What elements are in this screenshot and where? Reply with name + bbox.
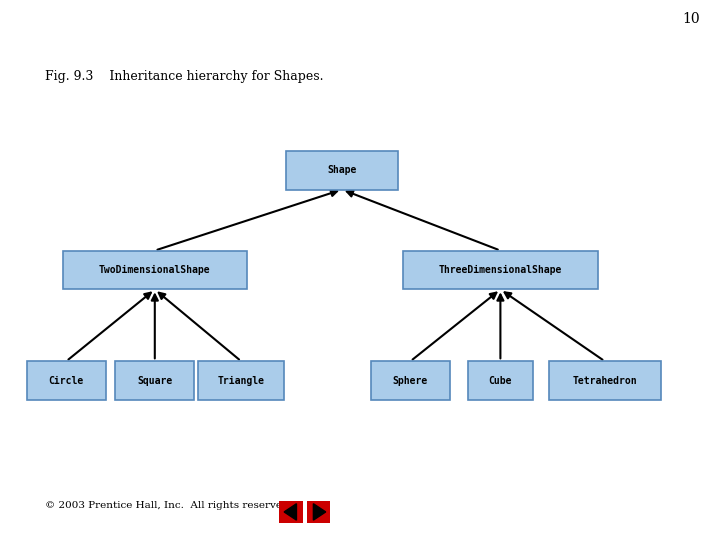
Text: Fig. 9.3    Inheritance hierarchy for Shapes.: Fig. 9.3 Inheritance hierarchy for Shape… [45, 70, 323, 83]
FancyBboxPatch shape [468, 361, 533, 400]
Text: Sphere: Sphere [393, 376, 428, 386]
Text: 10: 10 [683, 12, 700, 26]
FancyBboxPatch shape [27, 361, 106, 400]
Text: Cube: Cube [489, 376, 512, 386]
FancyBboxPatch shape [549, 361, 661, 400]
FancyBboxPatch shape [371, 361, 450, 400]
FancyBboxPatch shape [287, 151, 397, 190]
FancyBboxPatch shape [279, 501, 303, 523]
Text: © 2003 Prentice Hall, Inc.  All rights reserved.: © 2003 Prentice Hall, Inc. All rights re… [45, 501, 292, 510]
FancyBboxPatch shape [63, 251, 246, 289]
FancyBboxPatch shape [115, 361, 194, 400]
Text: Triangle: Triangle [217, 376, 265, 386]
FancyBboxPatch shape [198, 361, 284, 400]
FancyBboxPatch shape [307, 501, 330, 523]
Polygon shape [284, 504, 297, 520]
Text: TwoDimensionalShape: TwoDimensionalShape [99, 265, 211, 275]
Text: Circle: Circle [49, 376, 84, 386]
Text: Shape: Shape [328, 165, 356, 175]
Text: Square: Square [138, 376, 172, 386]
Text: Tetrahedron: Tetrahedron [572, 376, 637, 386]
Text: ThreeDimensionalShape: ThreeDimensionalShape [438, 265, 562, 275]
Polygon shape [313, 504, 325, 520]
FancyBboxPatch shape [403, 251, 598, 289]
